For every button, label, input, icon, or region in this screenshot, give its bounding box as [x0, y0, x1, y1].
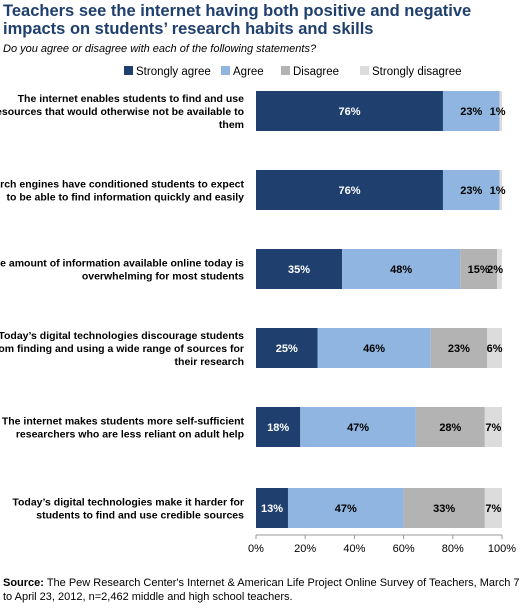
- bar-label: 76%: [338, 106, 360, 118]
- bar-label: 7%: [485, 422, 501, 434]
- chart-subtitle: Do you agree or disagree with each of th…: [3, 43, 317, 55]
- bar-segment: [287, 488, 404, 528]
- bar-segment: [415, 407, 485, 447]
- bar-label: 25%: [276, 343, 298, 355]
- source-note: Source: The Pew Research Center's Intern…: [3, 576, 525, 604]
- bar-segment: [484, 488, 502, 528]
- legend-swatch: [221, 66, 230, 75]
- bar-segment: [430, 328, 488, 368]
- bar-segment: [256, 170, 443, 210]
- bar-segment: [256, 328, 318, 368]
- category-label: resources that would otherwise not be av…: [0, 106, 244, 118]
- bar-segment: [497, 249, 502, 289]
- bar-label: 7%: [485, 503, 501, 515]
- bar-label: 15%: [468, 264, 490, 276]
- bar-label: 48%: [390, 264, 412, 276]
- source-label: Source:: [3, 577, 44, 589]
- legend-label: Agree: [233, 66, 264, 78]
- bar-segment: [300, 407, 416, 447]
- bar-label: 33%: [433, 503, 455, 515]
- bar-segment: [256, 91, 443, 131]
- source-text: The Pew Research Center's Internet & Ame…: [3, 577, 520, 603]
- bar-segment: [499, 91, 502, 131]
- bar-label: 23%: [460, 106, 482, 118]
- category-label: The internet enables students to find an…: [18, 93, 245, 105]
- legend-label: Strongly agree: [136, 66, 211, 78]
- bar-segment: [342, 249, 461, 289]
- category-label: to be able to find information quickly a…: [7, 192, 245, 204]
- category-label: overwhelming for most students: [82, 271, 244, 283]
- x-tick-label: 80%: [442, 543, 464, 555]
- legend-swatch: [281, 66, 290, 75]
- legend-label: Strongly disagree: [372, 66, 462, 78]
- category-label: researchers who are less reliant on adul…: [16, 429, 244, 441]
- category-label: Search engines have conditioned students…: [0, 179, 245, 191]
- bar-label: 13%: [261, 503, 283, 515]
- legend-label: Disagree: [293, 66, 339, 78]
- category-label: Today’s digital technologies make it har…: [12, 497, 244, 509]
- legend-swatch: [124, 66, 133, 75]
- category-label: The internet makes students more self-su…: [2, 416, 245, 428]
- bar-label: 28%: [439, 422, 461, 434]
- bar-segment: [460, 249, 498, 289]
- bar-label: 2%: [487, 264, 503, 276]
- bar-label: 1%: [490, 185, 506, 197]
- category-label: from finding and using a wide range of s…: [0, 343, 244, 355]
- x-tick-label: 60%: [393, 543, 415, 555]
- bar-label: 47%: [347, 422, 369, 434]
- x-tick-label: 20%: [294, 543, 316, 555]
- bar-label: 46%: [363, 343, 385, 355]
- bar-segment: [442, 91, 500, 131]
- bar-label: 23%: [460, 185, 482, 197]
- bar-segment: [403, 488, 485, 528]
- bar-label: 18%: [267, 422, 289, 434]
- bar-segment: [442, 170, 500, 210]
- bar-segment: [256, 488, 288, 528]
- category-label: students to find and use credible source…: [36, 510, 244, 522]
- bar-label: 76%: [338, 185, 360, 197]
- legend-swatch: [360, 66, 369, 75]
- x-tick-label: 100%: [488, 543, 516, 555]
- bar-segment: [499, 170, 502, 210]
- category-label: The amount of information available onli…: [0, 258, 244, 270]
- bar-label: 47%: [335, 503, 357, 515]
- bar-segment: [487, 328, 502, 368]
- chart-title: Teachers see the internet having both po…: [3, 2, 472, 38]
- bar-segment: [317, 328, 431, 368]
- category-label: their research: [175, 356, 244, 368]
- x-tick-label: 0%: [248, 543, 264, 555]
- category-label: Today’s digital technologies discourage …: [0, 330, 244, 342]
- bar-segment: [256, 407, 301, 447]
- bar-segment: [484, 407, 502, 447]
- bar-label: 35%: [288, 264, 310, 276]
- bar-label: 1%: [490, 106, 506, 118]
- bar-segment: [256, 249, 343, 289]
- x-tick-label: 40%: [343, 543, 365, 555]
- bar-label: 6%: [487, 343, 503, 355]
- category-label: them: [219, 119, 244, 131]
- bar-label: 23%: [448, 343, 470, 355]
